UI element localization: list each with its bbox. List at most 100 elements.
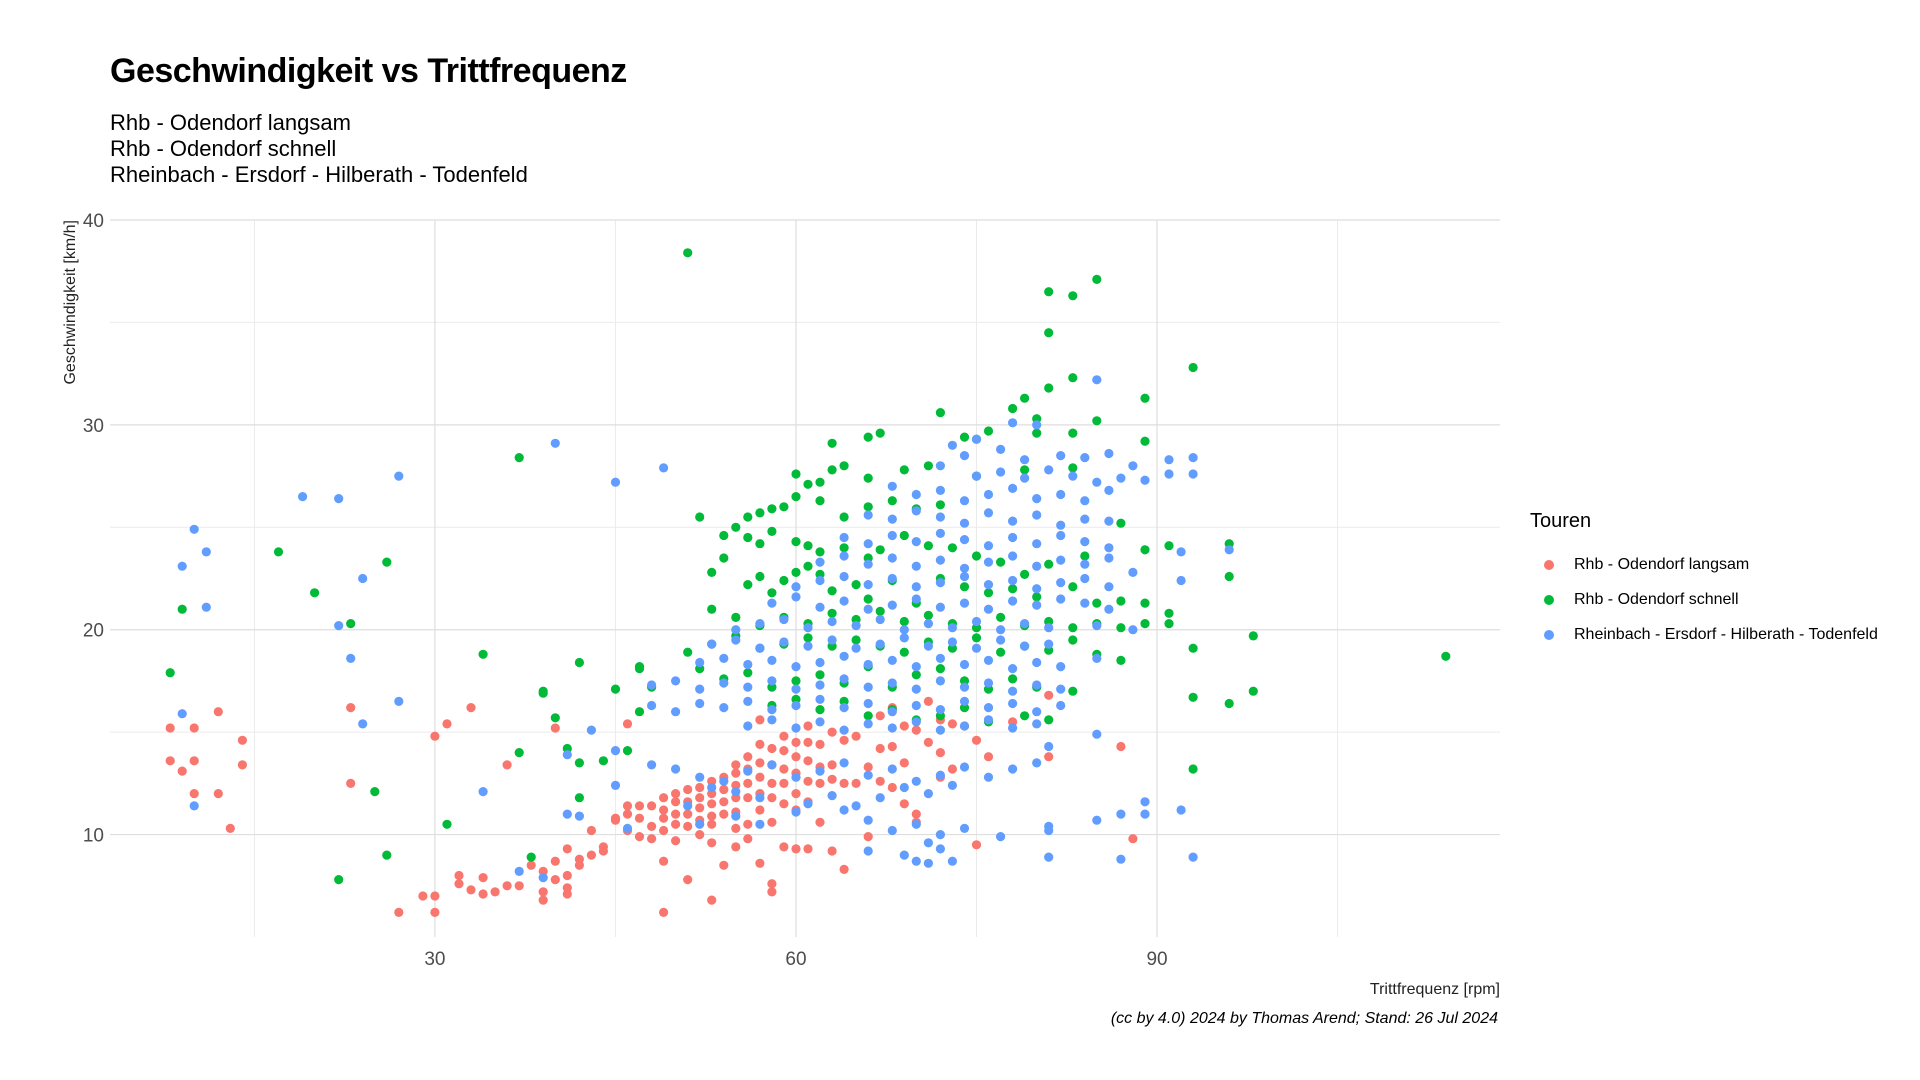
data-point xyxy=(1044,328,1054,338)
data-point xyxy=(911,561,921,571)
data-point xyxy=(983,580,994,590)
data-point xyxy=(659,805,669,815)
data-point xyxy=(899,647,909,657)
data-point xyxy=(731,625,741,635)
data-point xyxy=(1248,631,1258,641)
data-point xyxy=(791,844,801,854)
data-point xyxy=(1176,805,1186,815)
data-point xyxy=(514,866,524,877)
data-point xyxy=(803,737,813,748)
data-point xyxy=(1164,608,1174,618)
data-point xyxy=(791,492,801,502)
data-point xyxy=(935,770,946,780)
data-point xyxy=(767,705,777,715)
data-point xyxy=(911,582,921,592)
data-point xyxy=(719,530,729,541)
data-point xyxy=(189,723,199,733)
data-point xyxy=(1056,555,1066,565)
chart-subtitle: Rhb - Odendorf langsam Rhb - Odendorf sc… xyxy=(110,110,528,188)
data-point xyxy=(683,809,693,819)
data-point xyxy=(959,721,970,731)
data-point xyxy=(911,670,921,680)
data-point xyxy=(803,721,813,731)
data-point xyxy=(1056,594,1066,604)
data-point xyxy=(839,512,849,522)
data-point xyxy=(237,760,247,770)
legend-swatch xyxy=(1544,594,1554,605)
data-point xyxy=(911,809,921,819)
data-point xyxy=(502,760,512,770)
data-point xyxy=(610,684,621,694)
data-point xyxy=(695,819,705,829)
data-point xyxy=(610,477,621,487)
data-point xyxy=(743,793,753,803)
data-point xyxy=(659,856,669,866)
data-point xyxy=(839,703,849,713)
data-point xyxy=(743,752,753,762)
data-point xyxy=(731,522,741,532)
data-point xyxy=(983,703,994,713)
data-point xyxy=(647,680,657,690)
data-point xyxy=(454,870,464,881)
data-point xyxy=(935,676,946,686)
data-point xyxy=(550,713,560,723)
data-point xyxy=(1056,489,1066,500)
data-point xyxy=(875,793,885,803)
data-point xyxy=(743,659,753,670)
data-point xyxy=(1044,383,1054,393)
data-point xyxy=(719,860,729,870)
data-point xyxy=(1140,619,1150,629)
data-point xyxy=(707,567,717,578)
data-point xyxy=(526,852,536,862)
data-point xyxy=(514,748,524,758)
data-point xyxy=(971,735,982,745)
y-tick-label: 30 xyxy=(83,416,104,437)
data-point xyxy=(177,561,187,571)
data-point xyxy=(731,760,741,770)
legend-label: Rhb - Odendorf langsam xyxy=(1574,555,1750,573)
data-point xyxy=(959,563,970,573)
data-point xyxy=(815,766,825,776)
data-point xyxy=(1104,604,1114,614)
data-point xyxy=(863,559,873,569)
data-point xyxy=(430,907,440,918)
data-point xyxy=(791,737,801,748)
data-point xyxy=(996,647,1006,657)
data-point xyxy=(1116,518,1126,528)
data-point xyxy=(827,774,837,784)
data-point xyxy=(1032,420,1042,430)
data-point xyxy=(1008,686,1018,696)
data-point xyxy=(839,778,849,789)
data-point xyxy=(803,479,813,489)
data-point xyxy=(1080,573,1090,584)
data-point xyxy=(610,746,621,756)
data-point xyxy=(1044,752,1054,762)
data-point xyxy=(550,723,560,733)
data-point xyxy=(779,637,789,647)
data-point xyxy=(839,735,849,745)
data-point xyxy=(935,830,946,840)
data-point xyxy=(683,821,693,832)
data-point xyxy=(1032,561,1042,571)
data-point xyxy=(743,668,753,678)
data-point xyxy=(791,567,801,578)
data-point xyxy=(346,778,356,789)
data-point xyxy=(1116,854,1126,864)
x-tick-label: 60 xyxy=(785,949,806,970)
data-point xyxy=(791,700,801,711)
data-point xyxy=(887,553,897,563)
data-point xyxy=(959,518,970,528)
data-point xyxy=(1032,584,1042,594)
data-point xyxy=(923,541,934,551)
legend-item: Rhb - Odendorf schnell xyxy=(1530,582,1878,617)
data-point xyxy=(875,614,885,625)
data-point xyxy=(1056,684,1066,694)
data-point xyxy=(671,809,681,819)
data-point xyxy=(935,500,946,510)
data-point xyxy=(743,532,753,543)
data-point xyxy=(538,873,548,883)
data-point xyxy=(1020,711,1030,721)
data-point xyxy=(1032,600,1042,610)
data-point xyxy=(1056,520,1066,530)
data-point xyxy=(839,864,849,875)
